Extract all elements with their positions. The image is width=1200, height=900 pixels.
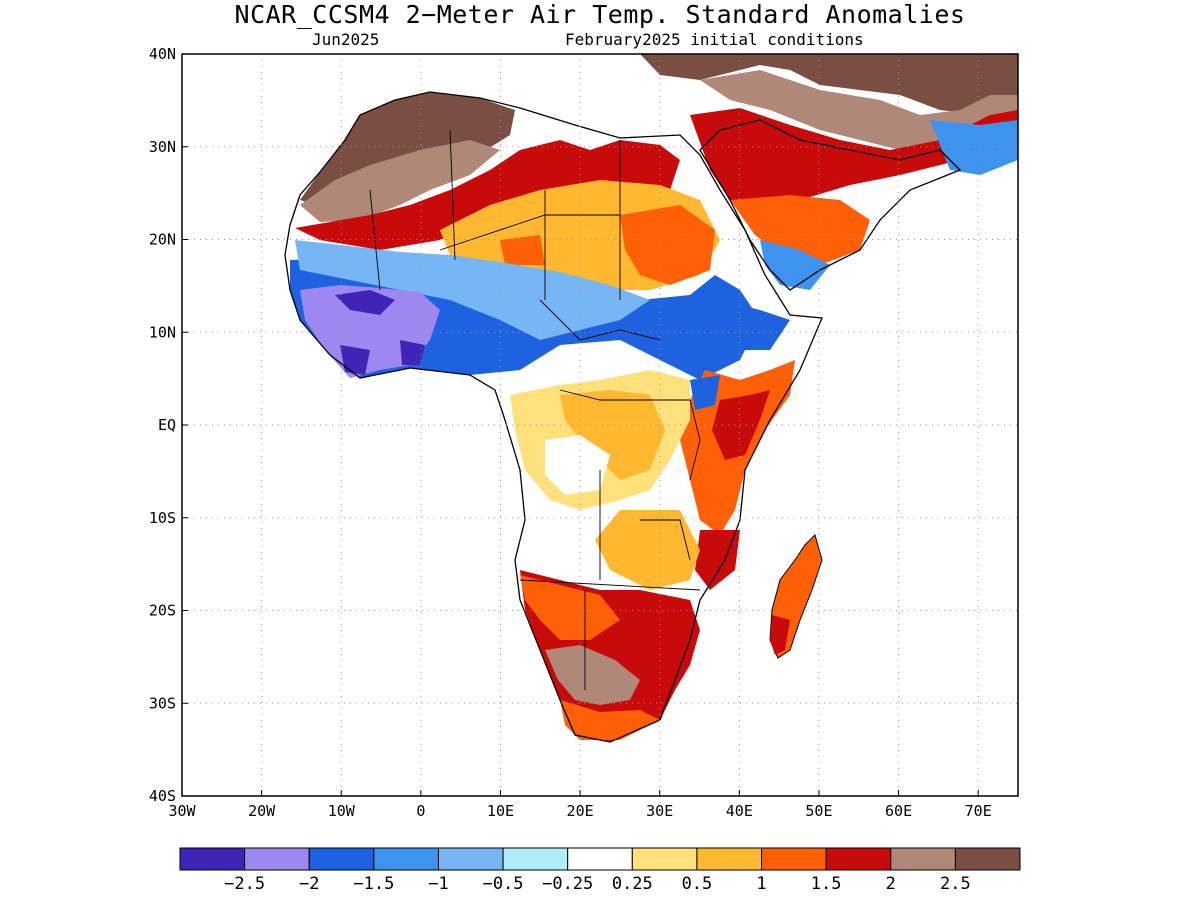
east-africa-blue bbox=[690, 300, 790, 410]
lat-tick-label: 40S bbox=[149, 787, 176, 805]
congo-near-normal bbox=[520, 435, 610, 580]
longitude-axis: 30W 20W 10W 0 10E 20E 30E 40E 50E 60E 70E bbox=[168, 790, 992, 820]
sahara-red bbox=[295, 140, 680, 250]
lon-tick-label: 30E bbox=[646, 802, 673, 820]
colorbar-swatch bbox=[696, 847, 763, 871]
sahel-light bbox=[295, 240, 650, 340]
west-africa-deep bbox=[335, 290, 425, 375]
forecast-month: Jun2025 bbox=[312, 30, 380, 49]
latitude-axis: 40N 30N 20N 10N EQ 10S 20S 30S 40S bbox=[149, 45, 188, 805]
east-africa-red bbox=[695, 390, 770, 590]
colorbar: −2.5 −2 −1.5 −1 −0.5 −0.25 0.25 0.5 1 1.5 2 2.5 bbox=[179, 847, 1021, 894]
lon-tick-label: 10W bbox=[328, 802, 356, 820]
lat-tick-label: 10S bbox=[149, 509, 176, 527]
central-africa-orange bbox=[560, 390, 700, 590]
arabia-coastline bbox=[699, 119, 962, 291]
colorbar-swatch bbox=[244, 847, 310, 871]
lat-tick-label: 20N bbox=[149, 231, 176, 249]
colorbar-swatch bbox=[179, 847, 246, 871]
lat-tick-label: 40N bbox=[149, 45, 176, 63]
lon-tick-label: 20W bbox=[248, 802, 276, 820]
colorbar-swatch bbox=[567, 847, 633, 871]
colorbar-swatch bbox=[954, 847, 1021, 871]
lat-tick-label: 30S bbox=[149, 694, 176, 712]
colorbar-label: −1.5 bbox=[353, 874, 394, 894]
arabia-orange bbox=[730, 195, 870, 265]
madagascar-red bbox=[770, 615, 790, 655]
colorbar-label: −0.5 bbox=[483, 874, 524, 894]
south-africa-coast bbox=[560, 700, 660, 740]
lon-tick-label: 40E bbox=[726, 802, 753, 820]
colorbar-label: 2.5 bbox=[940, 874, 971, 894]
lon-tick-label: 50E bbox=[805, 802, 832, 820]
sahara-orange bbox=[500, 205, 715, 285]
colorbar-swatch bbox=[373, 847, 439, 871]
colorbar-label: −1 bbox=[428, 874, 448, 894]
lon-tick-label: 10E bbox=[487, 802, 514, 820]
southern-africa-orange bbox=[520, 575, 620, 640]
colorbar-label: 0.25 bbox=[612, 874, 653, 894]
country-borders bbox=[369, 129, 701, 690]
lon-tick-label: 70E bbox=[965, 802, 992, 820]
arabia bbox=[690, 108, 1018, 215]
colorbar-label: −2 bbox=[299, 874, 319, 894]
colorbar-label: −2.5 bbox=[224, 874, 265, 894]
lat-tick-label: 30N bbox=[149, 138, 176, 156]
colorbar-label: 0.5 bbox=[682, 874, 713, 894]
arabia-blue bbox=[760, 120, 1018, 290]
colorbar-label: 2 bbox=[886, 874, 896, 894]
lon-tick-label: 20E bbox=[567, 802, 594, 820]
sahara-north bbox=[300, 140, 500, 222]
lat-tick-label: 10N bbox=[149, 323, 176, 341]
lon-tick-label: 60E bbox=[885, 802, 912, 820]
initial-conditions: February2025 initial conditions bbox=[565, 30, 864, 49]
colorbar-swatch bbox=[825, 847, 892, 871]
colorbar-swatch bbox=[890, 847, 956, 871]
gridlines bbox=[182, 54, 1018, 796]
colorbar-swatch bbox=[437, 847, 504, 871]
africa-coastline bbox=[284, 91, 823, 743]
lat-tick-label: 20S bbox=[149, 602, 176, 620]
colorbar-swatch bbox=[631, 847, 698, 871]
south-africa-interior bbox=[545, 645, 640, 705]
map-title: NCAR_CCSM4 2−Meter Air Temp. Standard An… bbox=[234, 0, 966, 29]
lon-tick-label: 30W bbox=[168, 802, 196, 820]
colorbar-label: 1.5 bbox=[811, 874, 842, 894]
lat-tick-label: EQ bbox=[158, 416, 176, 434]
colorbar-swatch bbox=[502, 847, 569, 871]
middle-east bbox=[640, 54, 1018, 115]
colorbar-label: −0.25 bbox=[542, 874, 593, 894]
colorbar-label: 1 bbox=[756, 874, 766, 894]
lon-tick-label: 0 bbox=[416, 802, 425, 820]
colorbar-swatch bbox=[761, 847, 827, 871]
colorbar-swatch bbox=[308, 847, 375, 871]
